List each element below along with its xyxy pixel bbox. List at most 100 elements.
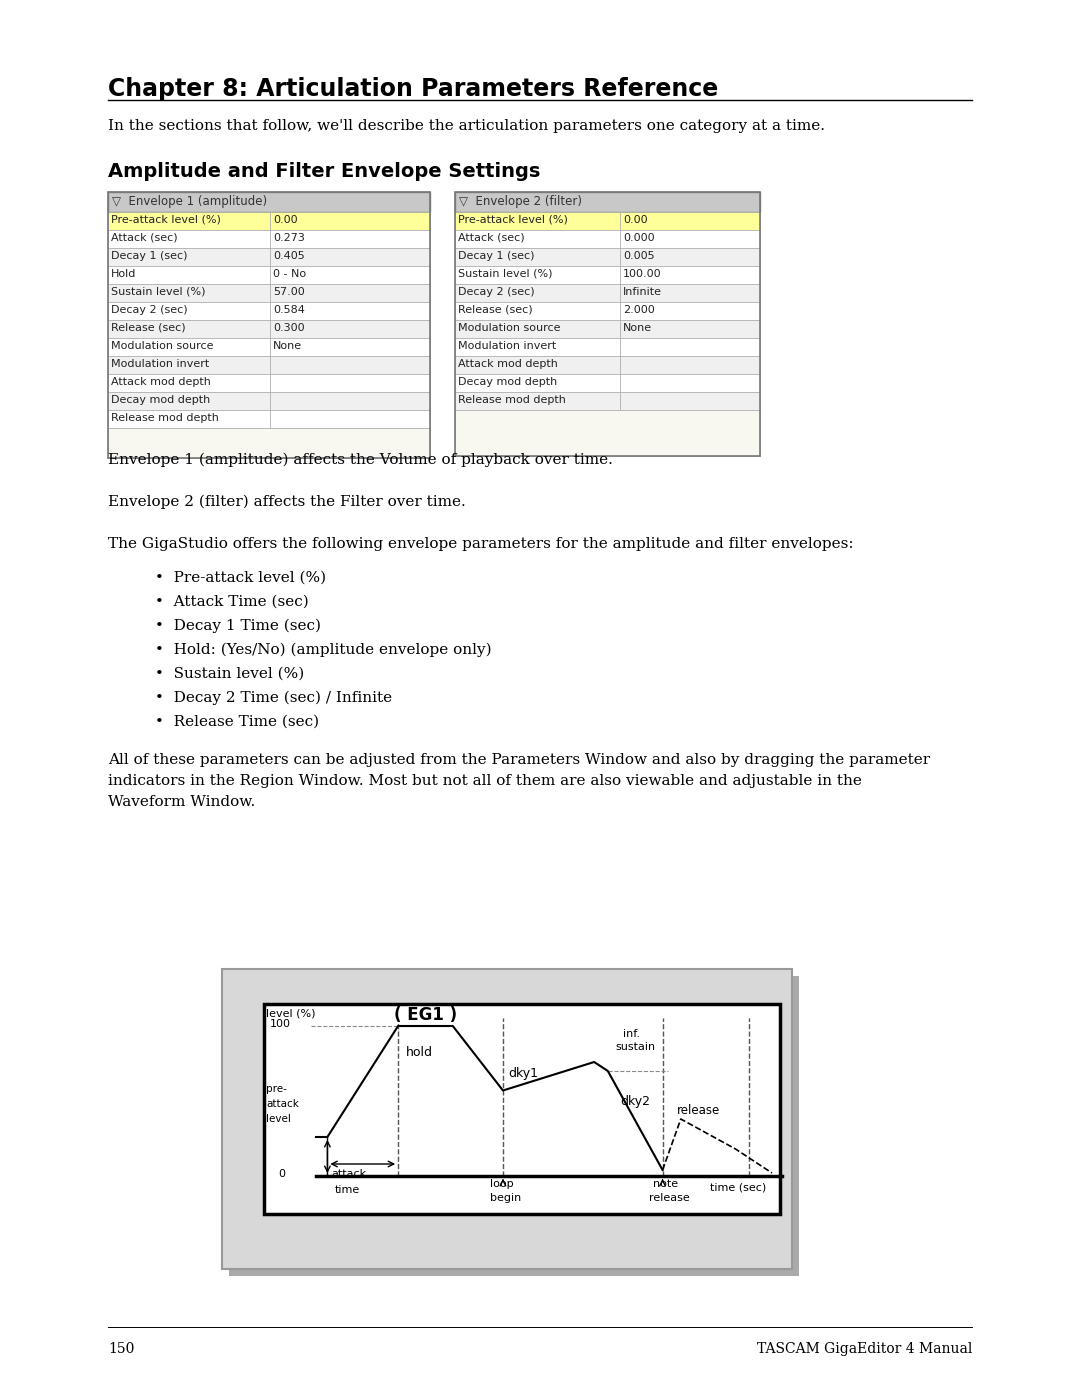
Bar <box>222 970 792 1268</box>
Bar <box>455 409 760 455</box>
Bar <box>455 191 760 212</box>
Text: Infinite: Infinite <box>623 286 662 298</box>
Bar <box>270 320 430 338</box>
Text: level (%): level (%) <box>266 1009 315 1018</box>
Text: 0.00: 0.00 <box>273 215 298 225</box>
Text: All of these parameters can be adjusted from the Parameters Window and also by d: All of these parameters can be adjusted … <box>108 753 930 767</box>
Text: Decay mod depth: Decay mod depth <box>111 395 211 405</box>
Text: Attack mod depth: Attack mod depth <box>458 359 558 369</box>
Bar <box>108 409 270 427</box>
Text: •  Decay 1 Time (sec): • Decay 1 Time (sec) <box>156 619 321 633</box>
Text: 0: 0 <box>278 1169 285 1179</box>
Text: 0.273: 0.273 <box>273 233 305 243</box>
Text: begin: begin <box>490 1193 522 1203</box>
Text: 0 - No: 0 - No <box>273 270 306 279</box>
Bar <box>108 374 270 393</box>
Text: 2.000: 2.000 <box>623 305 654 314</box>
Bar <box>620 212 760 231</box>
Text: Waveform Window.: Waveform Window. <box>108 795 255 809</box>
Text: 0.405: 0.405 <box>273 251 305 261</box>
Text: 100.00: 100.00 <box>623 270 662 279</box>
Text: time (sec): time (sec) <box>710 1182 766 1192</box>
Text: Attack mod depth: Attack mod depth <box>111 377 211 387</box>
Bar <box>455 284 620 302</box>
Bar <box>620 249 760 265</box>
Text: •  Hold: (Yes/No) (amplitude envelope only): • Hold: (Yes/No) (amplitude envelope onl… <box>156 643 491 658</box>
Text: Attack (sec): Attack (sec) <box>111 233 177 243</box>
Text: In the sections that follow, we'll describe the articulation parameters one cate: In the sections that follow, we'll descr… <box>108 119 825 133</box>
Bar <box>620 338 760 356</box>
Text: 0.00: 0.00 <box>623 215 648 225</box>
Text: ▽  Envelope 2 (filter): ▽ Envelope 2 (filter) <box>459 196 582 208</box>
Bar <box>455 356 620 374</box>
Text: •  Decay 2 Time (sec) / Infinite: • Decay 2 Time (sec) / Infinite <box>156 692 392 705</box>
Text: release: release <box>649 1193 689 1203</box>
Text: Envelope 1 (amplitude) affects the Volume of playback over time.: Envelope 1 (amplitude) affects the Volum… <box>108 453 612 468</box>
Text: Release (sec): Release (sec) <box>458 305 532 314</box>
Text: TASCAM GigaEditor 4 Manual: TASCAM GigaEditor 4 Manual <box>757 1343 972 1356</box>
Bar <box>455 338 620 356</box>
Bar <box>270 231 430 249</box>
Text: Sustain level (%): Sustain level (%) <box>458 270 553 279</box>
Text: Decay 1 (sec): Decay 1 (sec) <box>458 251 535 261</box>
Bar <box>620 374 760 393</box>
Text: ( EG1 ): ( EG1 ) <box>394 1006 457 1024</box>
Text: Attack (sec): Attack (sec) <box>458 233 525 243</box>
Text: time: time <box>335 1185 360 1194</box>
Text: 100: 100 <box>270 1018 291 1030</box>
Bar <box>108 320 270 338</box>
Text: Decay 2 (sec): Decay 2 (sec) <box>458 286 535 298</box>
Text: dky2: dky2 <box>620 1094 650 1108</box>
Text: Hold: Hold <box>111 270 136 279</box>
Text: Pre-attack level (%): Pre-attack level (%) <box>458 215 568 225</box>
Bar <box>270 212 430 231</box>
Bar <box>455 320 620 338</box>
Text: Amplitude and Filter Envelope Settings: Amplitude and Filter Envelope Settings <box>108 162 540 182</box>
Bar <box>108 265 270 284</box>
Text: •  Release Time (sec): • Release Time (sec) <box>156 715 319 729</box>
Bar <box>270 393 430 409</box>
Bar <box>108 249 270 265</box>
Bar <box>108 231 270 249</box>
Text: Modulation invert: Modulation invert <box>458 341 556 351</box>
Bar <box>264 1004 780 1214</box>
Text: 150: 150 <box>108 1343 134 1356</box>
Text: None: None <box>273 341 302 351</box>
Bar <box>270 374 430 393</box>
Text: 0.005: 0.005 <box>623 251 654 261</box>
Bar <box>108 356 270 374</box>
Bar <box>455 191 760 455</box>
Bar <box>620 231 760 249</box>
Text: The GigaStudio offers the following envelope parameters for the amplitude and fi: The GigaStudio offers the following enve… <box>108 536 853 550</box>
Bar <box>108 191 430 458</box>
Bar <box>270 338 430 356</box>
Bar <box>108 393 270 409</box>
Text: Sustain level (%): Sustain level (%) <box>111 286 205 298</box>
Text: note: note <box>652 1179 677 1189</box>
Text: attack: attack <box>332 1169 366 1179</box>
Bar <box>108 427 430 458</box>
Bar <box>108 284 270 302</box>
Text: Release (sec): Release (sec) <box>111 323 186 332</box>
Text: Modulation source: Modulation source <box>111 341 214 351</box>
Bar <box>455 249 620 265</box>
Bar <box>455 265 620 284</box>
Bar <box>455 374 620 393</box>
Bar <box>620 302 760 320</box>
Text: Release mod depth: Release mod depth <box>111 414 219 423</box>
Text: sustain: sustain <box>616 1042 656 1052</box>
Text: Envelope 2 (filter) affects the Filter over time.: Envelope 2 (filter) affects the Filter o… <box>108 495 465 510</box>
Text: Decay 2 (sec): Decay 2 (sec) <box>111 305 188 314</box>
Bar <box>455 393 620 409</box>
Bar <box>229 977 799 1275</box>
Text: loop: loop <box>490 1179 514 1189</box>
Bar <box>620 320 760 338</box>
Text: inf.: inf. <box>623 1030 640 1039</box>
Bar <box>108 338 270 356</box>
Text: •  Attack Time (sec): • Attack Time (sec) <box>156 595 309 609</box>
Text: 57.00: 57.00 <box>273 286 305 298</box>
Text: •  Pre-attack level (%): • Pre-attack level (%) <box>156 571 326 585</box>
Bar <box>108 191 430 212</box>
Text: attack: attack <box>266 1099 299 1109</box>
Bar <box>270 284 430 302</box>
